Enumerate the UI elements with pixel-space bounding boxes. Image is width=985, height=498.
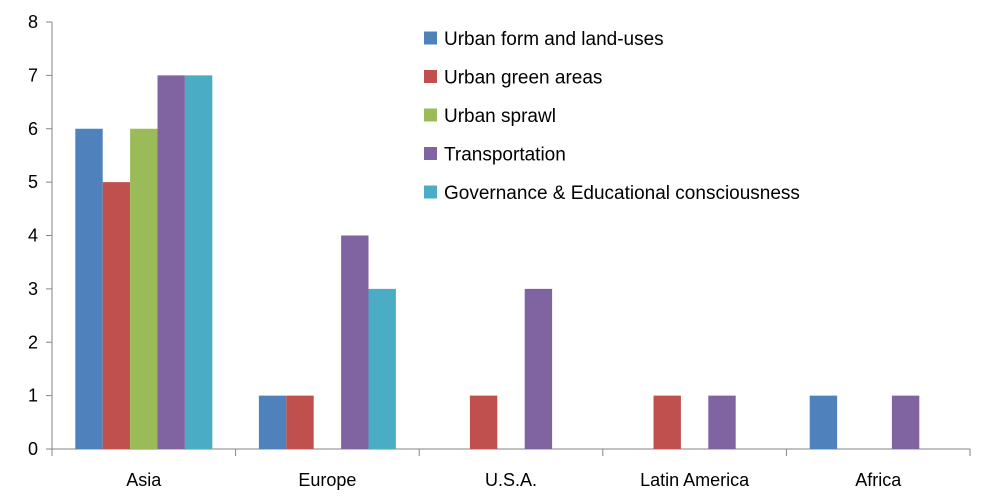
legend-label: Urban form and land-uses: [444, 29, 664, 50]
y-tick-label: 4: [28, 226, 38, 246]
bar: [891, 395, 920, 449]
bar: [157, 75, 185, 449]
legend-swatch: [424, 147, 437, 160]
y-tick-label: 5: [28, 172, 38, 192]
y-tick-label: 1: [28, 386, 38, 406]
legend-swatch: [424, 31, 437, 45]
bar: [653, 395, 681, 449]
bar: [341, 235, 369, 449]
bar: [184, 75, 213, 449]
x-tick-label: Asia: [126, 470, 162, 490]
legend-swatch: [424, 108, 437, 122]
bar: [524, 288, 553, 449]
legend: Urban form and land-uses Urban green area…: [424, 29, 800, 204]
bar: [102, 182, 131, 449]
legend-swatch: [424, 185, 437, 199]
x-tick-label: U.S.A.: [485, 470, 537, 490]
legend-label: Urban sprawl: [444, 106, 556, 127]
bar: [286, 395, 314, 449]
bar: [809, 395, 838, 449]
x-tick-label: Africa: [855, 470, 902, 490]
y-axis: 0 1 2 3 4 5 6 7 8: [28, 12, 53, 459]
legend-label: Transportation: [444, 145, 566, 166]
legend-swatch: [424, 70, 437, 83]
y-tick-label: 8: [28, 12, 38, 32]
bars: [75, 75, 920, 449]
y-tick-label: 3: [28, 279, 38, 299]
bar: [368, 288, 396, 449]
bar: [258, 395, 287, 449]
x-tick-label: Latin America: [640, 470, 750, 490]
bar: [130, 128, 158, 449]
y-tick-label: 2: [28, 332, 38, 352]
legend-label: Governance & Educational consciousness: [444, 183, 800, 204]
x-tick-label: Europe: [298, 470, 356, 490]
bar: [708, 395, 736, 449]
x-axis: Asia Europe U.S.A. Latin America Africa: [51, 448, 971, 490]
legend-label: Urban green areas: [444, 68, 602, 89]
bar: [469, 395, 498, 449]
y-tick-label: 7: [28, 65, 38, 85]
y-tick-label: 6: [28, 119, 38, 139]
bar: [75, 128, 103, 449]
y-tick-label: 0: [28, 439, 38, 459]
